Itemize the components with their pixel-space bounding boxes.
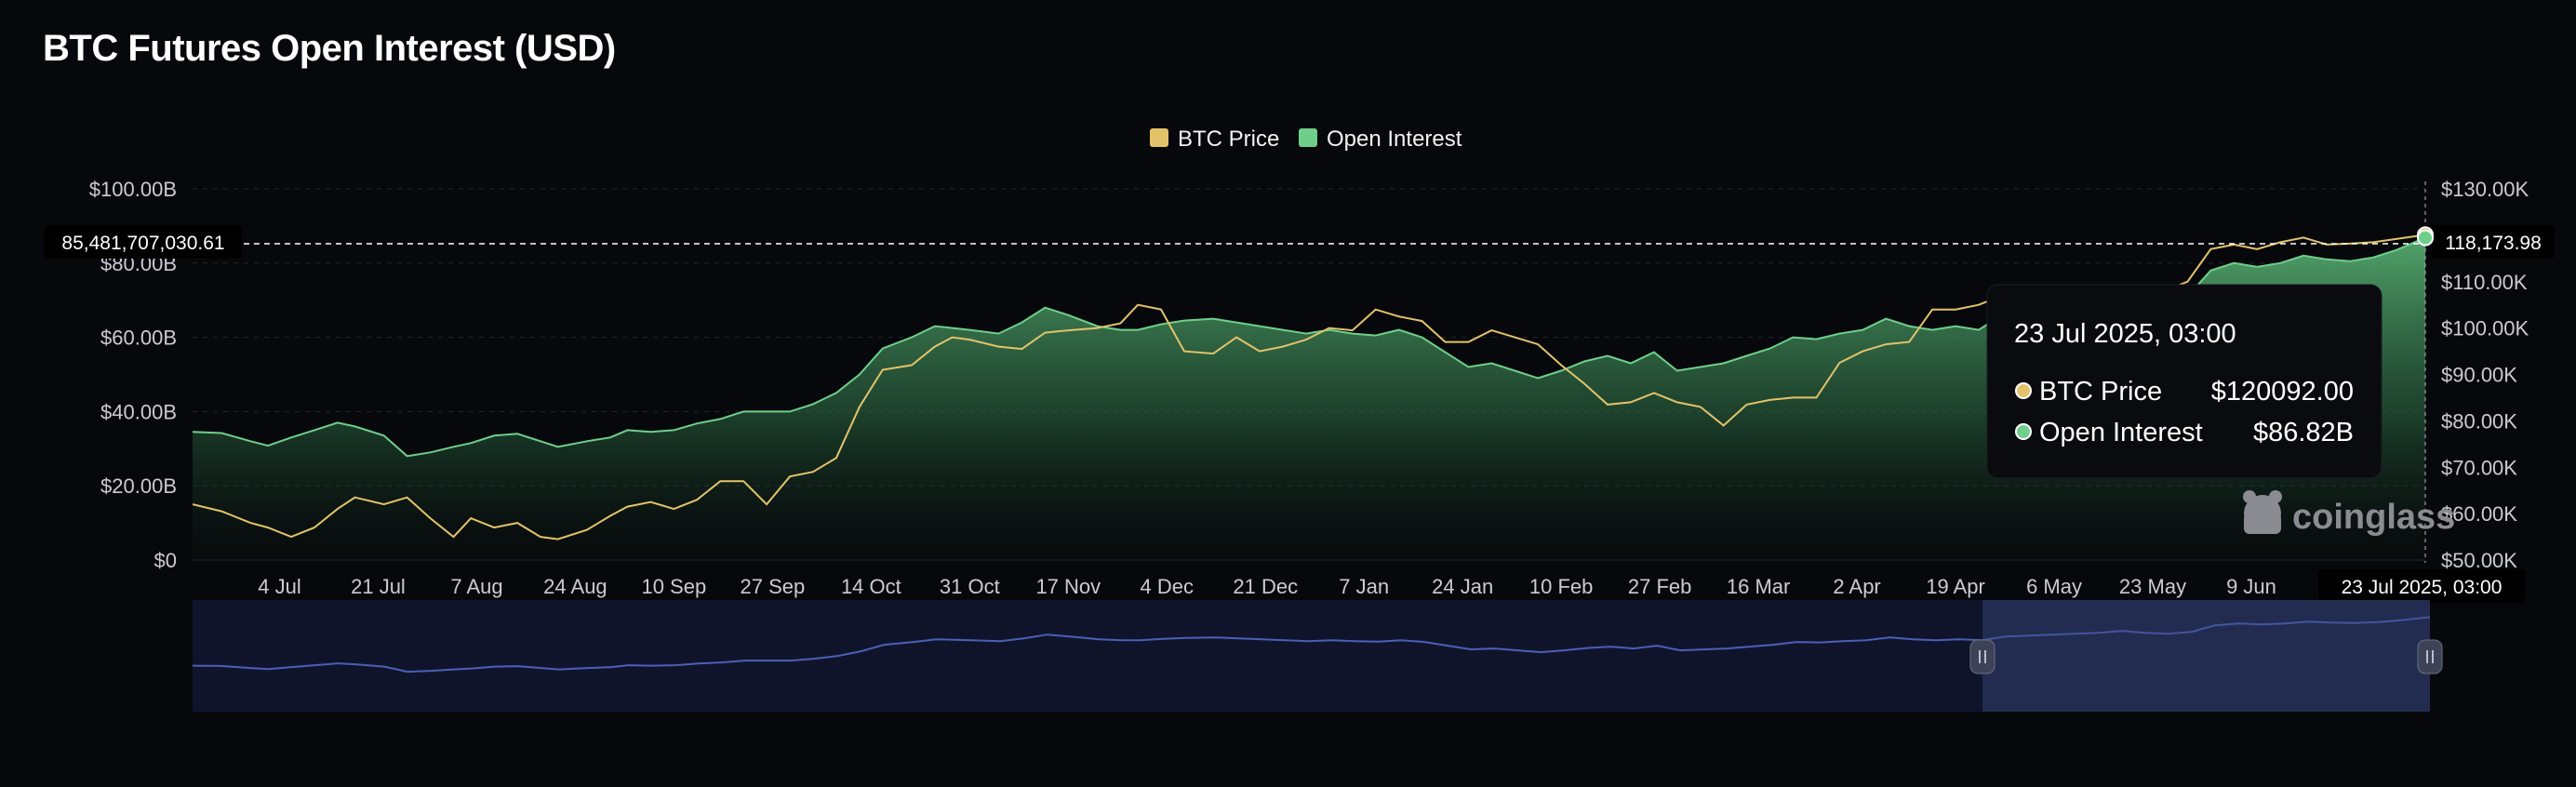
navigator-left-handle[interactable] <box>1969 639 1995 674</box>
legend: BTC Price Open Interest <box>1150 127 1462 152</box>
x-tick-label: 19 Apr <box>1926 575 1985 598</box>
right-tick-label: $110.00K <box>2441 271 2528 294</box>
x-tick-label: 10 Sep <box>642 575 707 598</box>
svg-text:Open Interest: Open Interest <box>1327 127 1462 152</box>
x-tick-label: 14 Oct <box>841 575 901 598</box>
left-tick-label: $40.00B <box>100 400 177 423</box>
tooltip-btc-price-label: BTC Price <box>2039 377 2162 407</box>
tooltip-open-interest-label: Open Interest <box>2039 418 2203 447</box>
left-tick-label: $0 <box>154 549 177 572</box>
coinglass-watermark: coinglass <box>2243 490 2455 537</box>
crosshair-right-tag: 118,173.98 <box>2432 225 2555 259</box>
left-axis: $0$20.00B$40.00B$60.00B$80.00B$100.00B <box>89 178 177 572</box>
svg-text:85,481,707,030.61: 85,481,707,030.61 <box>61 233 224 254</box>
svg-text:coinglass: coinglass <box>2292 498 2455 537</box>
right-tick-label: $90.00K <box>2441 364 2517 387</box>
x-tick-label: 4 Dec <box>1141 575 1194 598</box>
x-tick-label: 17 Nov <box>1035 575 1101 598</box>
x-tick-label: 7 Aug <box>450 575 502 598</box>
x-tick-label: 27 Sep <box>741 575 806 598</box>
right-tick-label: $60.00K <box>2441 502 2517 526</box>
navigator-line <box>192 616 2431 674</box>
x-tick-label: 2 Apr <box>1833 575 1880 598</box>
x-tick-label: 7 Jan <box>1339 575 1389 598</box>
x-tick-label: 6 May <box>2026 575 2082 598</box>
svg-text:23 Jul 2025, 03:00: 23 Jul 2025, 03:00 <box>2342 577 2503 598</box>
svg-text:23 Jul 2025, 03:00: 23 Jul 2025, 03:00 <box>2014 319 2236 349</box>
crosshair-left-tag: 85,481,707,030.61 <box>45 225 242 259</box>
x-tick-label: 21 Dec <box>1233 575 1298 598</box>
svg-text:118,173.98: 118,173.98 <box>2445 233 2542 254</box>
legend-item-open-interest[interactable]: Open Interest <box>1299 127 1462 152</box>
navigator-right-handle[interactable] <box>2417 639 2443 674</box>
x-tick-label: 27 Feb <box>1628 575 1692 598</box>
range-navigator[interactable] <box>192 600 2443 712</box>
x-tick-label: 21 Jul <box>351 575 406 598</box>
x-tick-label: 31 Oct <box>940 575 1000 598</box>
x-tick-label: 23 May <box>2119 575 2186 598</box>
x-tick-label: 16 Mar <box>1727 575 1790 598</box>
legend-item-btc-price[interactable]: BTC Price <box>1150 127 1279 152</box>
right-tick-label: $100.00K <box>2441 317 2529 340</box>
x-tick-label: 9 Jun <box>2226 575 2276 598</box>
x-tick-label: 24 Aug <box>543 575 607 598</box>
coinglass-logo-icon <box>2243 490 2282 534</box>
x-tick-label: 24 Jan <box>1432 575 1493 598</box>
page-title: BTC Futures Open Interest (USD) <box>43 28 616 69</box>
right-tick-label: $80.00K <box>2441 409 2517 433</box>
tooltip-open-interest-value: $86.82B <box>2253 418 2354 447</box>
tooltip-btc-price-value: $120092.00 <box>2211 377 2354 407</box>
right-tick-label: $130.00K <box>2441 178 2529 201</box>
left-tick-label: $60.00B <box>100 327 177 350</box>
crosshair-date-tag: 23 Jul 2025, 03:00 <box>2318 569 2525 603</box>
x-axis: 4 Jul 21 Jul 7 Aug 24 Aug 10 Sep 27 Sep 14 Oct… <box>258 575 2381 598</box>
svg-text:BTC Price: BTC Price <box>1178 127 1279 152</box>
x-tick-label: 10 Feb <box>1529 575 1594 598</box>
tooltip: 23 Jul 2025, 03:00 BTC Price $120092.00 … <box>1986 284 2382 479</box>
open-interest-area <box>193 237 2425 560</box>
open-interest-marker <box>2417 229 2434 247</box>
left-tick-label: $20.00B <box>100 474 177 498</box>
x-tick-label: 4 Jul <box>258 575 300 598</box>
right-tick-label: $50.00K <box>2441 549 2517 572</box>
tooltip-open-interest-dot <box>2015 423 2032 440</box>
navigator-selection[interactable] <box>1982 600 2430 712</box>
left-tick-label: $100.00B <box>89 178 177 201</box>
tooltip-btc-price-dot <box>2015 382 2032 399</box>
right-tick-label: $70.00K <box>2441 456 2517 479</box>
crosshair: 85,481,707,030.61 118,173.98 23 Jul 2025… <box>45 181 2555 603</box>
